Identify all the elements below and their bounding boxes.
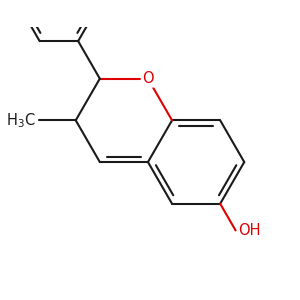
Text: H$_3$C: H$_3$C (6, 111, 35, 130)
Text: O: O (142, 71, 154, 86)
Text: OH: OH (238, 223, 261, 238)
